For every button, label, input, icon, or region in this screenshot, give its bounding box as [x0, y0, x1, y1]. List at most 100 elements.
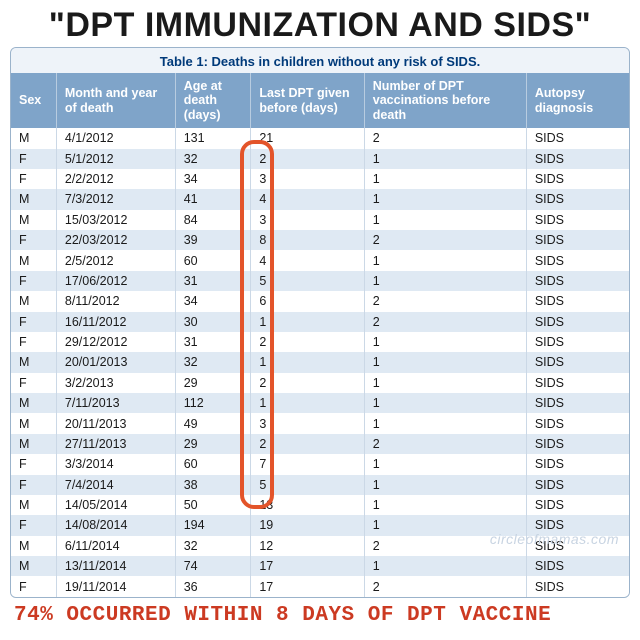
cell: 1 — [364, 454, 526, 474]
cell: 34 — [175, 291, 251, 311]
cell: SIDS — [526, 210, 629, 230]
cell: 7/3/2012 — [56, 189, 175, 209]
cell: 84 — [175, 210, 251, 230]
cell: 8 — [251, 230, 364, 250]
cell: 60 — [175, 454, 251, 474]
cell: SIDS — [526, 332, 629, 352]
col-date: Month and year of death — [56, 73, 175, 128]
cell: 1 — [251, 352, 364, 372]
cell: 1 — [364, 189, 526, 209]
cell: SIDS — [526, 393, 629, 413]
cell: M — [11, 434, 56, 454]
cell: 1 — [364, 210, 526, 230]
cell: 38 — [175, 475, 251, 495]
cell: M — [11, 413, 56, 433]
cell: F — [11, 149, 56, 169]
cell: 7/11/2013 — [56, 393, 175, 413]
cell: F — [11, 312, 56, 332]
cell: 2 — [251, 332, 364, 352]
cell: SIDS — [526, 576, 629, 596]
table-row: F3/3/20146071SIDS — [11, 454, 629, 474]
table-row: M4/1/2012131212SIDS — [11, 128, 629, 148]
cell: M — [11, 250, 56, 270]
cell: 112 — [175, 393, 251, 413]
cell: 2 — [364, 312, 526, 332]
cell: 4 — [251, 189, 364, 209]
cell: 15/03/2012 — [56, 210, 175, 230]
col-sex: Sex — [11, 73, 56, 128]
cell: 2 — [364, 230, 526, 250]
cell: 14/08/2014 — [56, 515, 175, 535]
cell: 12 — [251, 536, 364, 556]
cell: SIDS — [526, 352, 629, 372]
cell: 27/11/2013 — [56, 434, 175, 454]
cell: SIDS — [526, 128, 629, 148]
cell: M — [11, 291, 56, 311]
cell: 32 — [175, 536, 251, 556]
cell: 1 — [364, 373, 526, 393]
cell: F — [11, 454, 56, 474]
cell: 19/11/2014 — [56, 576, 175, 596]
cell: 20/11/2013 — [56, 413, 175, 433]
cell: SIDS — [526, 169, 629, 189]
cell: 1 — [251, 393, 364, 413]
cell: 31 — [175, 271, 251, 291]
cell: 30 — [175, 312, 251, 332]
cell: 3/2/2013 — [56, 373, 175, 393]
cell: 2 — [364, 291, 526, 311]
cell: 3/3/2014 — [56, 454, 175, 474]
cell: 3 — [251, 413, 364, 433]
cell: 194 — [175, 515, 251, 535]
cell: 2/5/2012 — [56, 250, 175, 270]
cell: 7 — [251, 454, 364, 474]
col-aut: Autopsy diagnosis — [526, 73, 629, 128]
table-container: Table 1: Deaths in children without any … — [10, 47, 630, 598]
cell: M — [11, 352, 56, 372]
page-title: "DPT IMMUNIZATION AND SIDS" — [0, 0, 640, 47]
table-caption: Table 1: Deaths in children without any … — [11, 48, 629, 73]
cell: SIDS — [526, 189, 629, 209]
table-row: F3/2/20132921SIDS — [11, 373, 629, 393]
cell: SIDS — [526, 434, 629, 454]
cell: 19 — [251, 515, 364, 535]
table-row: M15/03/20128431SIDS — [11, 210, 629, 230]
cell: 1 — [364, 332, 526, 352]
cell: 74 — [175, 556, 251, 576]
cell: SIDS — [526, 312, 629, 332]
cell: 39 — [175, 230, 251, 250]
cell: 4/1/2012 — [56, 128, 175, 148]
cell: 16/11/2012 — [56, 312, 175, 332]
table-body: M4/1/2012131212SIDSF5/1/20123221SIDSF2/2… — [11, 128, 629, 597]
cell: F — [11, 515, 56, 535]
cell: 13/11/2014 — [56, 556, 175, 576]
cell: 7/4/2014 — [56, 475, 175, 495]
cell: 2 — [364, 128, 526, 148]
cell: 3 — [251, 210, 364, 230]
cell: 14/05/2014 — [56, 495, 175, 515]
cell: 1 — [364, 475, 526, 495]
footer-line: 74% OCCURRED WITHIN 8 DAYS OF DPT VACCIN… — [0, 598, 640, 631]
col-age: Age at death (days) — [175, 73, 251, 128]
cell: F — [11, 230, 56, 250]
header-row: Sex Month and year of death Age at death… — [11, 73, 629, 128]
cell: 5/1/2012 — [56, 149, 175, 169]
cell: 1 — [364, 149, 526, 169]
cell: 1 — [364, 393, 526, 413]
cell: 3 — [251, 169, 364, 189]
cell: 2 — [364, 434, 526, 454]
table-row: M7/3/20124141SIDS — [11, 189, 629, 209]
table-row: M27/11/20132922SIDS — [11, 434, 629, 454]
cell: 29 — [175, 434, 251, 454]
cell: 29 — [175, 373, 251, 393]
cell: 17/06/2012 — [56, 271, 175, 291]
cell: 17 — [251, 576, 364, 596]
table-row: M7/11/201311211SIDS — [11, 393, 629, 413]
cell: 2 — [251, 149, 364, 169]
cell: SIDS — [526, 271, 629, 291]
cell: M — [11, 128, 56, 148]
cell: 2 — [251, 434, 364, 454]
cell: M — [11, 536, 56, 556]
cell: 31 — [175, 332, 251, 352]
cell: 22/03/2012 — [56, 230, 175, 250]
table-row: F29/12/20123121SIDS — [11, 332, 629, 352]
